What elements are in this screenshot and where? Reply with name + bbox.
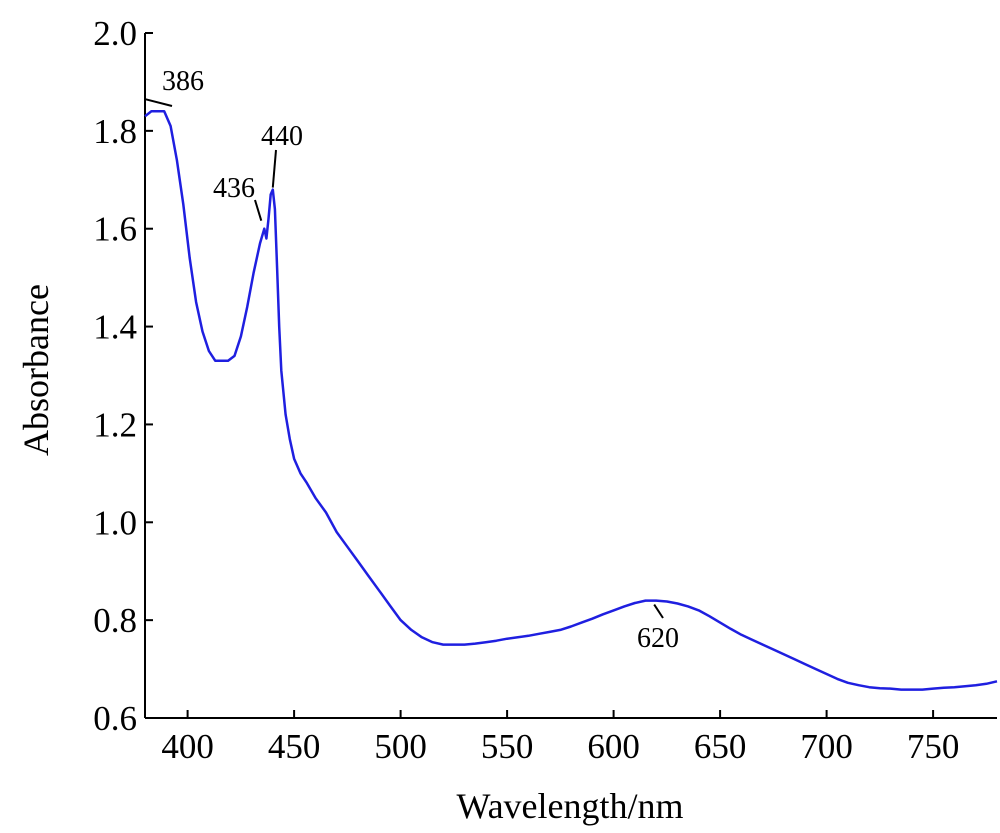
axes bbox=[144, 33, 997, 719]
x-tick-label: 650 bbox=[694, 727, 747, 766]
peak-label-436: 436 bbox=[213, 173, 255, 204]
y-tick-label: 1.2 bbox=[93, 405, 137, 444]
y-tick-label: 2.0 bbox=[93, 14, 137, 53]
y-tick-label: 0.6 bbox=[93, 699, 137, 738]
peak-leader-line bbox=[271, 149, 277, 188]
peak-label-440: 440 bbox=[261, 121, 303, 152]
x-tick-label: 750 bbox=[907, 727, 960, 766]
peak-leader-line bbox=[254, 199, 263, 222]
peak-label-386: 386 bbox=[162, 66, 204, 97]
y-tick-label: 1.4 bbox=[93, 308, 137, 347]
y-tick-label: 0.8 bbox=[93, 601, 137, 640]
peak-label-620: 620 bbox=[637, 623, 679, 654]
y-tick-label: 1.0 bbox=[93, 503, 137, 542]
x-tick-label: 400 bbox=[161, 727, 214, 766]
y-axis-title: Absorbance bbox=[16, 284, 56, 456]
y-tick-label: 1.8 bbox=[93, 112, 137, 151]
axis-ticks: 400 450 500 550 600 650 700 750 0.6 0.8 1.0 1.2 1.4 1… bbox=[93, 14, 959, 766]
absorbance-curve bbox=[144, 110, 998, 691]
y-tick-label: 1.6 bbox=[93, 210, 137, 249]
x-tick-label: 600 bbox=[587, 727, 640, 766]
x-tick-label: 500 bbox=[374, 727, 427, 766]
x-tick-label: 550 bbox=[481, 727, 534, 766]
x-tick-label: 700 bbox=[800, 727, 853, 766]
x-tick-label: 450 bbox=[268, 727, 321, 766]
peak-leader-line bbox=[145, 98, 173, 107]
peak-leader-line bbox=[653, 604, 664, 619]
x-axis-title: Wavelength/nm bbox=[456, 786, 683, 826]
